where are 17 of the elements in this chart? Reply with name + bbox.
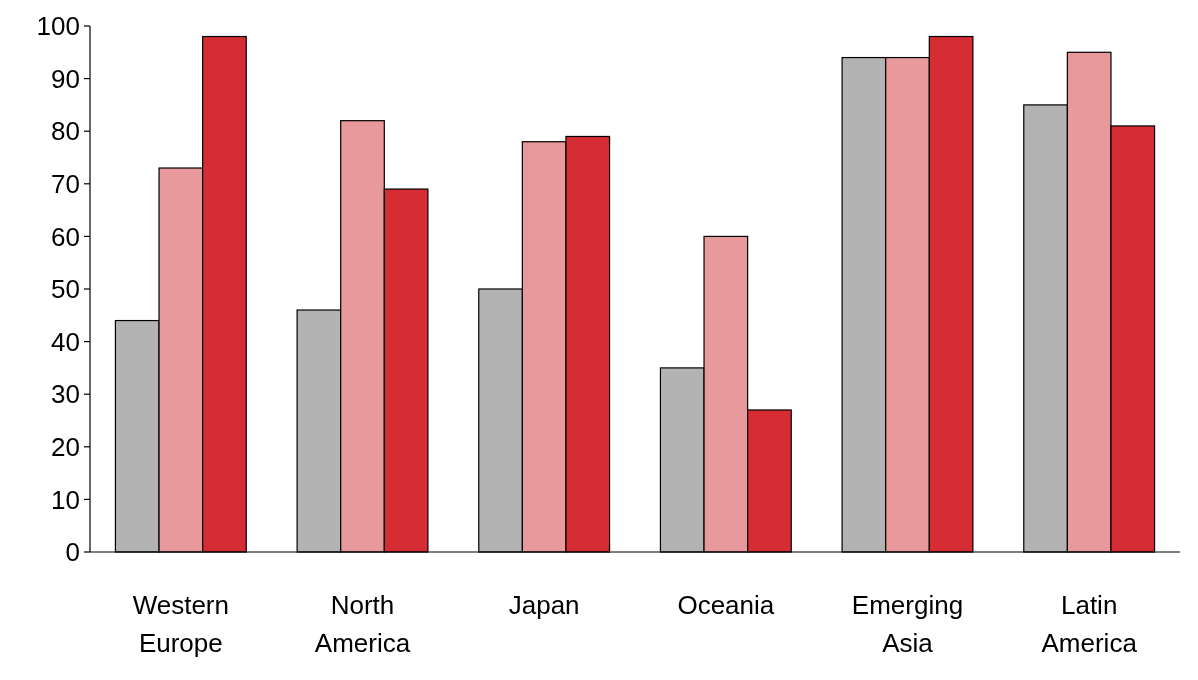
x-tick-label: Japan xyxy=(508,590,580,620)
x-tick-label: North America xyxy=(314,590,411,658)
y-tick-label: 40 xyxy=(51,326,80,357)
y-tick-label: 10 xyxy=(51,484,80,515)
x-tick-label: Western Europe xyxy=(132,590,230,658)
y-tick-label: 70 xyxy=(51,168,80,199)
x-tick-label: Latin America xyxy=(1041,590,1138,658)
x-tick-label: Emerging Asia xyxy=(851,590,964,658)
y-tick-label: 20 xyxy=(51,431,80,462)
y-tick-label: 80 xyxy=(51,116,80,147)
y-tick-label: 50 xyxy=(51,274,80,305)
y-tick-label: 90 xyxy=(51,63,80,94)
y-tick-label: 60 xyxy=(51,221,80,252)
y-tick-label: 100 xyxy=(36,11,80,42)
y-tick-label: 30 xyxy=(51,379,80,410)
y-tick-label: 0 xyxy=(65,537,80,568)
x-tick-label: Oceania xyxy=(677,590,775,620)
